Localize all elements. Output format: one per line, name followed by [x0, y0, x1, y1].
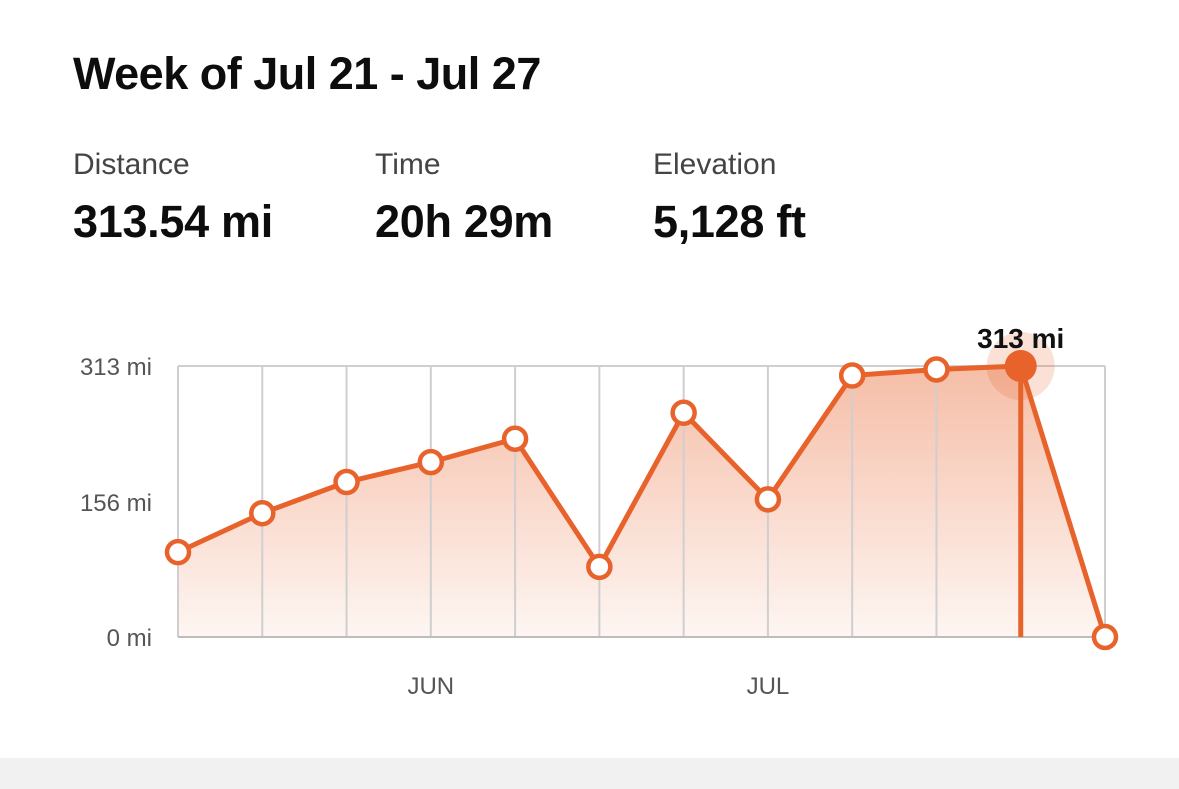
data-point[interactable] [417, 448, 445, 476]
data-point[interactable] [754, 486, 782, 513]
data-point[interactable] [670, 399, 697, 427]
data-point[interactable] [838, 362, 866, 389]
selected-value-label: 313 mi [977, 323, 1064, 354]
stat-distance: Distance 313.54 mi [73, 148, 273, 248]
time-value: 20h 29m [375, 196, 554, 247]
y-tick-label: 313 mi [80, 354, 152, 381]
data-point[interactable] [586, 553, 613, 581]
area-fill [178, 366, 1105, 637]
footer-divider [0, 758, 1179, 789]
selected-data-point[interactable] [1004, 350, 1037, 382]
x-tick-label: JUN [407, 673, 454, 700]
data-point[interactable] [164, 538, 192, 566]
data-point[interactable] [923, 356, 950, 383]
elevation-label: Elevation [653, 148, 777, 181]
distance-value: 313.54 mi [73, 196, 273, 247]
series-line [176, 363, 1108, 638]
y-tick-label: 156 mi [80, 490, 152, 517]
y-tick-label: 0 mi [107, 625, 152, 652]
elevation-value: 5,128 ft [653, 196, 806, 247]
stat-elevation: Elevation 5,128 ft [653, 148, 806, 248]
x-tick-label: JUL [747, 673, 790, 700]
distance-label: Distance [73, 148, 190, 181]
time-label: Time [375, 148, 441, 181]
data-point[interactable] [333, 468, 360, 496]
data-point[interactable] [1091, 623, 1119, 651]
data-point[interactable] [249, 499, 276, 527]
data-point[interactable] [501, 425, 529, 452]
page-title: Week of Jul 21 - Jul 27 [73, 48, 541, 99]
weekly-distance-chart[interactable]: 313 mi 156 mi 0 mi JUN JUL 313 mi [0, 300, 1179, 720]
stat-time: Time 20h 29m [375, 148, 553, 248]
